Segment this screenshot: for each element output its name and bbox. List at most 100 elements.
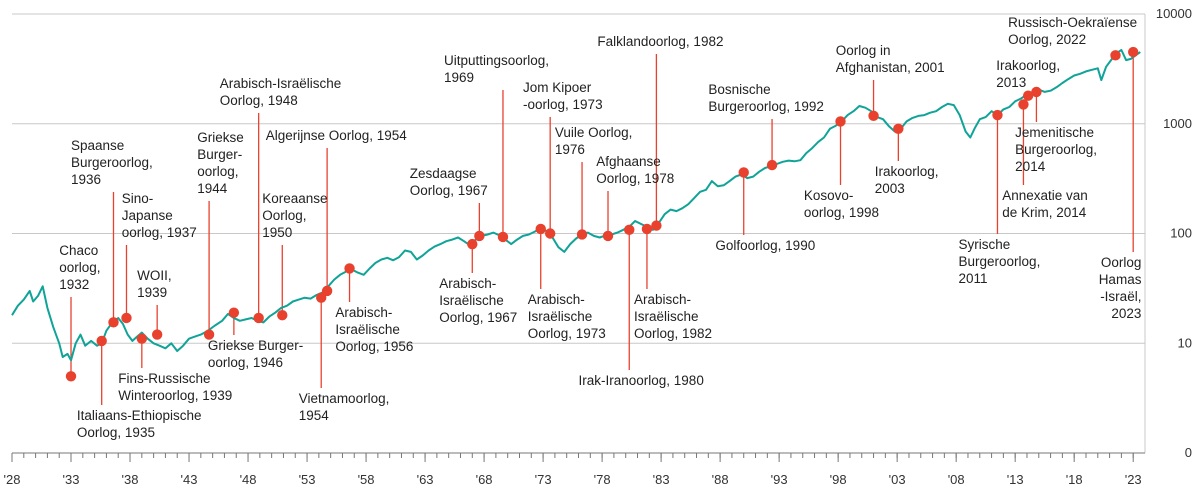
annotation-label-line: 1944 [197, 181, 228, 196]
series-line [11, 49, 1141, 362]
annotation-label-line: Israëlische [634, 309, 699, 324]
annotation-label-line: oorlog, 1937 [122, 225, 197, 240]
annotation-label: Koreaanse Oorlog, 1950 [262, 191, 327, 240]
annotation-label-line: Oorlog, 1978 [596, 171, 674, 186]
x-tick-label: '23 [1125, 472, 1142, 487]
annotation-label-line: Golfoorlog, 1990 [715, 238, 815, 253]
annotation-label: Oorlog Hamas -Israël, 2023 [1099, 255, 1142, 321]
event-marker [136, 333, 148, 344]
annotation-label-line: Oorlog, 1973 [528, 326, 606, 341]
annotation-label-line: Zesdaagse [410, 166, 477, 181]
annotation-label: Zesdaagse Oorlog, 1967 [410, 166, 488, 198]
event-marker [497, 231, 509, 243]
x-tick-label: '08 [948, 472, 965, 487]
annotation-label: Annexatie van de Krim, 2014 [1002, 188, 1088, 220]
annotation-label-line: Burgeroorlog, 1992 [708, 99, 824, 114]
annotation-label-line: 1950 [262, 225, 292, 240]
annotation-label-line: Falklandoorlog, 1982 [597, 34, 723, 49]
annotation-label-line: Oorlog, 1948 [220, 93, 298, 108]
event-marker [344, 263, 355, 274]
event-marker [1018, 99, 1029, 110]
annotation-label-line: Italiaans-Ethiopische [77, 408, 202, 423]
annotation-label: Irakoorlog, 2003 [875, 164, 939, 196]
annotation-label-line: Kosovo- [804, 188, 854, 203]
annotation-label-line: Sino- [122, 191, 154, 206]
annotation-label: Italiaans-Ethiopische Oorlog, 1935 [77, 408, 202, 440]
event-marker [1110, 50, 1121, 61]
annotation-label-line: Oorlog, [262, 208, 306, 223]
x-tick-label: '13 [1007, 472, 1024, 487]
annotation-label-line: 2023 [1111, 306, 1141, 321]
event-marker [992, 109, 1003, 121]
event-marker [1127, 46, 1139, 58]
annotation-label: Golfoorlog, 1990 [715, 238, 815, 253]
annotation-label-line: Jom Kipoer [523, 80, 592, 95]
annotation-label-line: 1936 [71, 172, 101, 187]
annotation-label: Spaanse Burgeroorlog, 1936 [71, 138, 153, 187]
x-tick-label: '33 [63, 472, 80, 487]
event-marker [108, 317, 119, 328]
annotation-label-line: Russisch-Oekraïense [1008, 15, 1137, 30]
event-marker [253, 312, 264, 324]
annotation-label-line: Burgeroorlog, [71, 155, 153, 170]
annotation-label-line: Afghaanse [596, 154, 661, 169]
event-marker [602, 230, 614, 242]
annotation-label-line: Algerijnse Oorlog, 1954 [266, 128, 408, 143]
annotation-label-line: WOII, [137, 268, 172, 283]
annotation-label-line: Syrische [959, 237, 1011, 252]
event-marker [766, 159, 778, 171]
x-tick-label: '53 [299, 472, 316, 487]
annotation-label-line: Griekse [197, 130, 244, 145]
annotation-label-line: 2014 [1015, 159, 1046, 174]
annotation-labels: Chaco oorlog, 1932 Italiaans-Ethiopische Oor… [59, 15, 1141, 440]
annotation-label: Afghaanse Oorlog, 1978 [596, 154, 674, 186]
annotation-label: Kosovo-oorlog, 1998 [804, 188, 879, 220]
annotation-label: Fins-Russische Winteroorlog, 1939 [118, 371, 232, 403]
x-tick-label: '88 [712, 472, 729, 487]
annotation-label: Arabisch- Israëlische Oorlog, 1982 [634, 292, 712, 341]
annotation-label-line: Annexatie van [1002, 188, 1088, 203]
annotation-label-line: 1969 [444, 70, 474, 85]
x-tick-label: '48 [240, 472, 257, 487]
annotation-label-line: Spaanse [71, 138, 124, 153]
event-marker [1031, 86, 1042, 98]
y-tick-label: 10000 [1156, 6, 1192, 21]
event-marker [535, 223, 546, 235]
event-marker [277, 310, 288, 321]
annotation-label-line: 1976 [555, 142, 585, 157]
x-tick-label: '03 [889, 472, 906, 487]
annotation-label-line: Uitputtingsoorlog, [444, 53, 549, 68]
annotation-label-line: Jemenitische [1015, 125, 1094, 140]
y-tick-label: 1000 [1163, 116, 1192, 131]
x-tick-label: '78 [594, 472, 611, 487]
annotation-label-line: Irakoorlog, [996, 58, 1060, 73]
annotation-label-line: 2003 [875, 181, 905, 196]
annotation-label-line: Israëlische [439, 293, 504, 308]
annotation-label: Jemenitische Burgeroorlog, 2014 [1015, 125, 1097, 174]
x-tick-label: '73 [535, 472, 552, 487]
event-marker [121, 312, 132, 324]
x-tick-label: '28 [4, 472, 21, 487]
annotation-label-line: Arabisch- [528, 292, 585, 307]
annotation-label-line: oorlog, 1946 [208, 355, 283, 370]
annotation-label: Chaco oorlog, 1932 [59, 243, 100, 292]
annotation-label-line: Bosnische [708, 82, 770, 97]
annotation-leaders [70, 52, 1134, 405]
annotation-label: Uitputtingsoorlog, 1969 [444, 53, 549, 85]
annotation-label-line: oorlog, [197, 164, 238, 179]
x-axis: '28 '33 '38 '43 '48 '53 '58 '63 '68 '73 '78 '83 '88 '… [4, 452, 1145, 487]
annotation-label-line: Winteroorlog, 1939 [118, 388, 232, 403]
x-tick-label: '18 [1066, 472, 1083, 487]
x-tick-label: '93 [771, 472, 788, 487]
x-tick-label: '63 [417, 472, 434, 487]
annotation-label-line: Fins-Russische [118, 371, 210, 386]
annotation-label: Syrische Burgeroorlog, 2011 [959, 237, 1041, 286]
annotation-label: Sino- Japanse oorlog, 1937 [122, 191, 197, 240]
annotation-label-line: Burger- [197, 147, 242, 162]
annotation-label-line: Oorlog [1101, 255, 1142, 270]
annotation-label: Griekse Burger-oorlog, 1944 [197, 130, 244, 196]
x-tick-label: '58 [358, 472, 375, 487]
series-layer [11, 49, 1141, 362]
event-marker [835, 116, 846, 127]
